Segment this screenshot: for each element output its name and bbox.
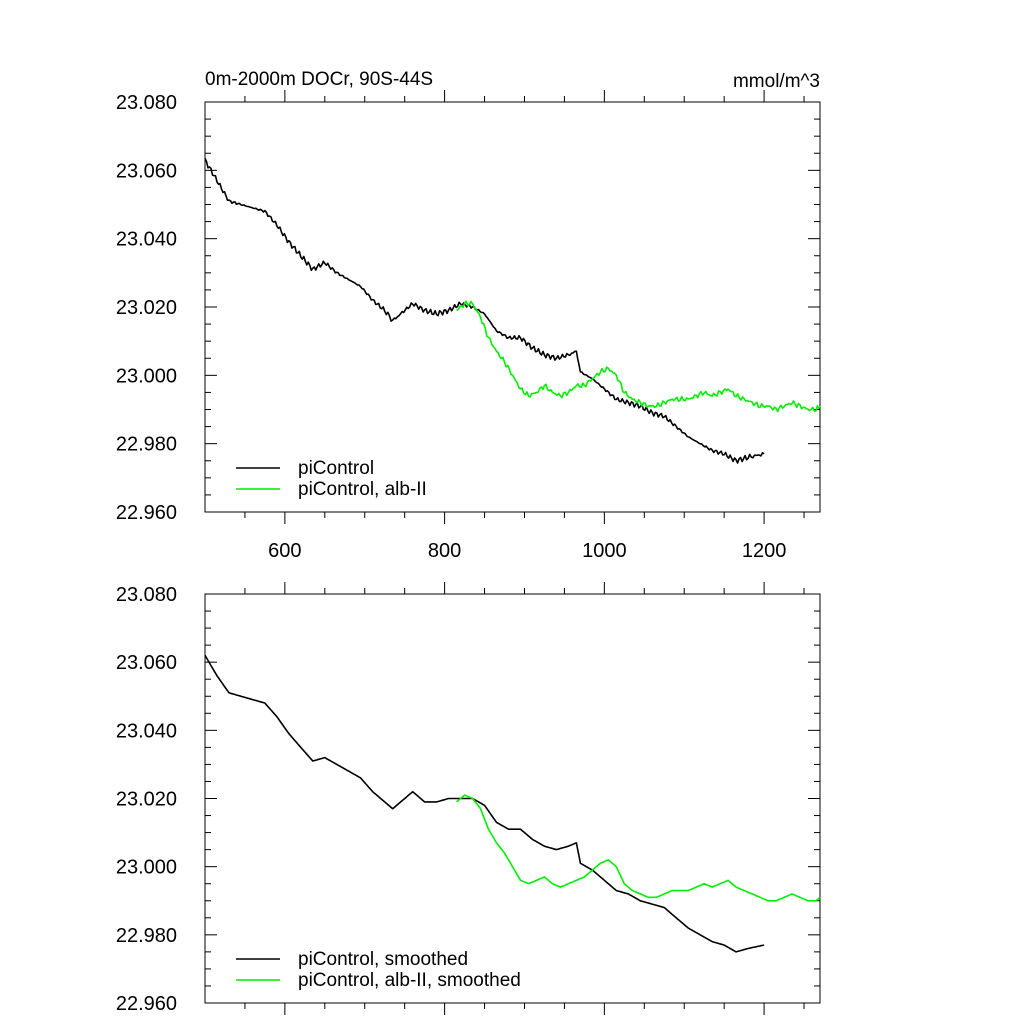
y-tick-label: 23.040: [116, 229, 177, 251]
x-tick-label: 800: [428, 540, 461, 562]
y-tick-label: 22.980: [116, 925, 177, 947]
series-line-picontrol: [204, 157, 765, 464]
chart-units: mmol/m^3: [733, 71, 820, 92]
legend-label: piControl, alb-II: [298, 479, 427, 500]
y-tick-label: 23.060: [116, 160, 177, 182]
y-tick-label: 23.000: [116, 365, 177, 387]
x-tick-label: 1000: [582, 540, 627, 562]
x-tick-label: 600: [268, 540, 301, 562]
legend-label: piControl, alb-II, smoothed: [298, 970, 521, 991]
series-line-alb-ii: [456, 794, 821, 902]
y-tick-label: 23.020: [116, 297, 177, 319]
bottom-panel: 23.080 23.060 23.040 23.020 23.000 22.980 22.9…: [116, 582, 821, 1015]
plot-frame: [204, 593, 821, 1004]
series-line-alb-ii: [456, 300, 821, 413]
y-tick-label: 23.040: [116, 720, 177, 742]
legend-label: piControl, smoothed: [298, 949, 468, 970]
y-tick-label: 23.080: [116, 584, 177, 606]
y-tick-label: 22.980: [116, 434, 177, 456]
y-tick-label: 23.060: [116, 652, 177, 674]
y-tick-label: 23.020: [116, 789, 177, 811]
legend-label: piControl: [298, 458, 374, 479]
x-tick-label: 1200: [742, 540, 787, 562]
chart-title: 0m-2000m DOCr, 90S-44S: [205, 69, 433, 90]
y-tick-label: 23.000: [116, 857, 177, 879]
plot-frame: [204, 101, 821, 513]
series-line-picontrol: [204, 654, 765, 953]
y-tick-label: 22.960: [116, 502, 177, 524]
top-panel: 23.080 23.060 23.040 23.020 23.000 22.980 22.9…: [116, 90, 821, 562]
y-tick-label: 23.080: [116, 92, 177, 114]
y-tick-label: 22.960: [116, 993, 177, 1015]
